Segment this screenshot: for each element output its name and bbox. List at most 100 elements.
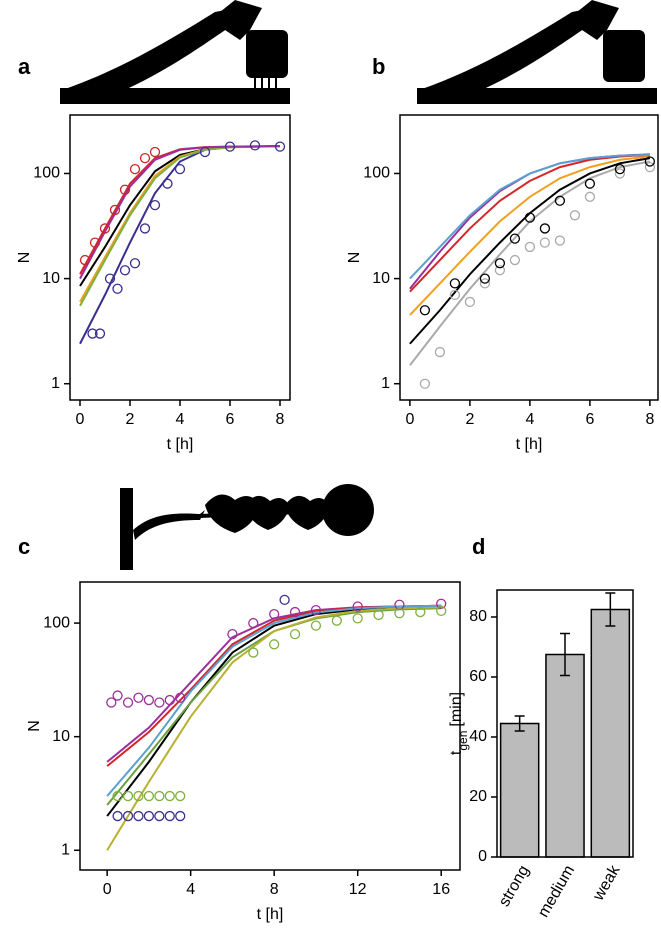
y-axis-label: N xyxy=(16,252,33,264)
x-axis-label: t [h] xyxy=(516,436,543,453)
data-point xyxy=(122,810,134,822)
data-point xyxy=(112,690,123,701)
data-point xyxy=(479,273,491,284)
data-point xyxy=(614,168,626,179)
x-tick-label: 4 xyxy=(186,881,195,898)
data-point xyxy=(524,212,536,223)
data-point xyxy=(154,697,165,708)
data-point xyxy=(644,156,656,167)
y-axis-label: N xyxy=(26,720,43,732)
panel-label: d xyxy=(472,534,485,559)
data-point xyxy=(199,146,211,158)
x-tick-label: 8 xyxy=(276,411,285,428)
data-point xyxy=(419,378,431,389)
data-point xyxy=(162,178,173,189)
data-point xyxy=(415,606,426,618)
x-tick-label: 0 xyxy=(103,881,112,898)
fit-line xyxy=(106,606,442,851)
data-point xyxy=(554,235,566,246)
y-tick-label: 40 xyxy=(469,728,487,745)
plant-icon-b xyxy=(417,0,657,104)
x-tick-label: strong xyxy=(496,863,533,910)
bar xyxy=(545,653,585,858)
data-point xyxy=(112,790,123,802)
data-point xyxy=(154,810,165,822)
data-point xyxy=(331,615,342,626)
data-point xyxy=(143,694,155,706)
x-tick-label: 6 xyxy=(226,411,235,428)
fit-line xyxy=(79,145,281,345)
data-point xyxy=(539,237,551,248)
stem-icon-c xyxy=(120,484,374,570)
x-tick-label: 12 xyxy=(349,881,367,898)
panel-label: c xyxy=(18,534,30,559)
data-point xyxy=(164,790,175,802)
fit-line xyxy=(409,160,651,366)
data-point xyxy=(436,598,447,609)
data-point xyxy=(509,254,521,266)
data-point xyxy=(352,613,363,624)
data-point xyxy=(644,161,656,173)
y-tick-label: 10 xyxy=(42,270,60,287)
data-point xyxy=(310,620,322,631)
data-point xyxy=(436,605,447,617)
data-point xyxy=(394,608,405,619)
data-point xyxy=(149,146,161,158)
data-point xyxy=(109,204,121,216)
plot-frame xyxy=(399,114,659,401)
y-tick-label: 100 xyxy=(363,165,390,182)
data-point xyxy=(129,163,141,175)
panel-label: a xyxy=(18,54,31,79)
data-point xyxy=(289,628,301,640)
x-tick-label: 0 xyxy=(405,411,414,428)
data-point xyxy=(279,594,290,606)
y-tick-label: 100 xyxy=(33,165,60,182)
data-point xyxy=(94,328,106,339)
y-tick-label: 60 xyxy=(469,668,487,685)
y-tick-label: 1 xyxy=(381,375,390,392)
x-tick-label: 8 xyxy=(270,881,279,898)
y-tick-label: 1 xyxy=(51,375,60,392)
data-point xyxy=(122,697,134,708)
fit-line xyxy=(106,605,442,817)
x-tick-label: 6 xyxy=(585,411,594,428)
y-tick-label: 10 xyxy=(52,728,70,745)
fit-line xyxy=(409,153,650,293)
data-point xyxy=(352,601,363,612)
data-point xyxy=(539,223,551,234)
data-point xyxy=(133,692,144,703)
data-point xyxy=(449,278,461,289)
data-point xyxy=(373,609,384,621)
data-point xyxy=(269,639,280,650)
data-point xyxy=(494,265,506,276)
fit-line xyxy=(79,145,281,280)
data-point xyxy=(174,163,186,175)
panel-label: b xyxy=(372,54,385,79)
data-point xyxy=(119,265,131,276)
data-point xyxy=(509,233,521,244)
plot-area xyxy=(409,153,656,389)
x-axis-label: t [h] xyxy=(167,436,194,453)
bar xyxy=(499,722,540,858)
plot-area xyxy=(106,594,447,851)
data-point xyxy=(274,141,286,152)
data-point xyxy=(133,790,144,802)
fit-line xyxy=(409,155,651,316)
data-point xyxy=(133,810,144,822)
y-axis-label: N xyxy=(346,252,363,264)
x-tick-label: 4 xyxy=(525,411,534,428)
data-point xyxy=(79,254,91,266)
plant-icon-a xyxy=(60,0,290,104)
plot-frame xyxy=(79,581,461,871)
plot-frame xyxy=(69,114,291,401)
data-point xyxy=(584,178,596,189)
data-point xyxy=(112,283,123,294)
data-point xyxy=(104,273,116,284)
fit-line xyxy=(409,153,650,280)
y-tick-label: 0 xyxy=(478,848,487,865)
data-point xyxy=(248,647,259,658)
y-tick-label: 1 xyxy=(61,841,70,858)
data-point xyxy=(227,628,238,640)
data-point xyxy=(434,346,446,358)
